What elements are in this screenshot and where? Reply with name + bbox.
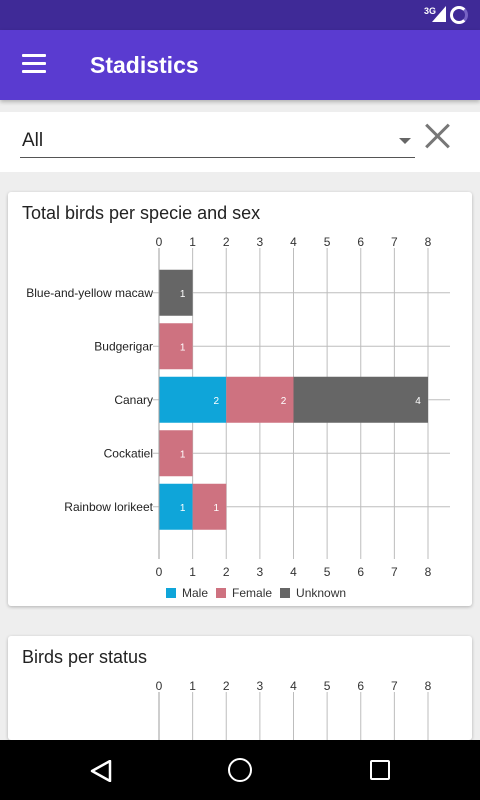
x-tick-label-top: 2 [223,679,230,693]
clear-filter-icon[interactable] [422,120,454,152]
bar-segment-female [226,376,294,423]
data-label: 1 [180,289,186,300]
legend-label: Female [232,586,273,600]
legend-swatch [166,588,176,598]
x-tick-label-top: 3 [257,235,264,249]
x-tick-label-bottom: 3 [257,565,264,579]
data-label: 4 [415,396,421,407]
page-title: Stadistics [90,52,199,78]
legend-label: Unknown [296,586,347,600]
chart-card-status: Birds per status 0 1 2 3 4 5 6 7 8 [8,636,472,740]
app-bar: Stadistics [0,30,480,100]
recent-apps-icon[interactable] [370,760,390,780]
dropdown-arrow-icon [399,138,411,144]
x-tick-label-bottom: 6 [357,565,364,579]
bar-segment-unknown [159,269,193,316]
status-chart: 0 1 2 3 4 5 6 7 8 [156,679,432,740]
status-bar: 3G [0,0,480,30]
x-tick-label-top: 5 [324,235,331,249]
legend-swatch [216,588,227,598]
legend-item-female: Female [216,586,272,600]
bar-segment-female [192,483,227,530]
x-tick-label-bottom: 7 [391,565,398,579]
x-tick-label-top: 8 [425,235,432,249]
battery-icon [450,6,468,24]
x-tick-label-top: 1 [189,679,196,693]
chart-card-species-sex: Total birds per specie and sex 0 0 1 1 2 2 3 3 4… [8,192,472,606]
data-label: 2 [213,396,219,407]
category-label: Cockatiel [104,446,153,460]
legend-item-male: Male [166,586,208,600]
category-label: Budgerigar [94,339,153,353]
x-tick-label-top: 5 [324,679,331,693]
x-tick-label-top: 0 [156,679,163,693]
menu-icon[interactable] [22,54,48,76]
x-tick-label-top: 7 [391,235,398,249]
data-label: 1 [213,503,219,514]
x-tick-label-bottom: 0 [156,565,163,579]
data-label: 1 [180,449,186,460]
data-label: 1 [180,503,186,514]
x-tick-label-bottom: 1 [189,565,196,579]
x-tick-label-top: 6 [357,235,364,249]
chart-legend: Male Female Unknown [166,586,354,600]
x-tick-label-bottom: 4 [290,565,297,579]
category-label: Canary [114,393,153,407]
bar-segment-male [159,483,193,530]
species-filter-value: All [22,130,44,151]
species-filter-select[interactable]: All [20,126,415,158]
x-tick-label-top: 3 [257,679,264,693]
network-type: 3G [423,6,436,16]
navigation-bar [0,740,480,800]
data-label: 1 [180,342,186,353]
x-tick-label-top: 4 [290,235,297,249]
category-label: Blue-and-yellow macaw [26,286,153,300]
home-icon[interactable] [228,758,252,782]
x-tick-label-bottom: 8 [425,565,432,579]
x-tick-label-bottom: 5 [324,565,331,579]
x-tick-label-top: 4 [290,679,297,693]
x-tick-label-top: 7 [391,679,398,693]
back-icon[interactable] [90,760,112,782]
bar-segment-female [159,430,193,477]
x-tick-label-bottom: 2 [223,565,230,579]
legend-label: Male [182,586,209,600]
bar-segment-unknown [293,376,428,423]
legend-item-unknown: Unknown [280,586,346,600]
chart-title: Total birds per specie and sex [22,203,261,223]
signal-icon [432,6,446,22]
species-sex-chart: 0 0 1 1 2 2 3 3 4 4 5 5 6 6 7 7 8 8 Blue-and-yellow macaw 1… [26,235,450,579]
x-tick-label-top: 1 [189,235,196,249]
bar-segment-male [159,376,227,423]
x-tick-label-top: 8 [425,679,432,693]
x-tick-label-top: 0 [156,235,163,249]
chart-title: Birds per status [22,647,148,667]
category-label: Rainbow lorikeet [64,500,153,514]
filter-row: All [0,112,480,172]
data-label: 2 [281,396,287,407]
bar-segment-female [159,323,193,370]
x-tick-label-top: 6 [357,679,364,693]
legend-swatch [280,588,291,598]
x-tick-label-top: 2 [223,235,230,249]
